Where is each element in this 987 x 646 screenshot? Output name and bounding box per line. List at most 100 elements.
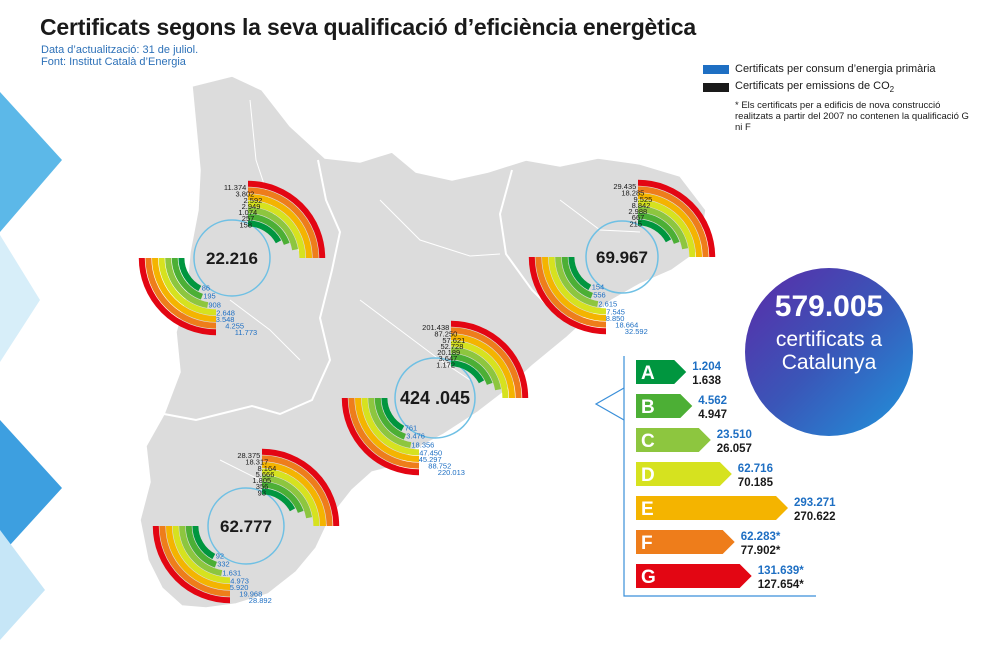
source: Font: Institut Català d’Energia bbox=[41, 56, 186, 68]
co2-label-G: 28.375 bbox=[237, 451, 260, 460]
co2-label-E: 57.621 bbox=[442, 336, 465, 345]
co2-label-F: 18.317 bbox=[245, 458, 268, 467]
legend-item-primary: Certificats per consum d’energia primàri… bbox=[703, 60, 978, 78]
grade-bars: A 1.204 1.638 B 4.562 4.947 C 23.510 26.057 D 62.7… bbox=[594, 356, 836, 597]
co2-arc-G bbox=[247, 180, 326, 259]
primary-label-G: 11.773 bbox=[235, 328, 257, 337]
primary-arc-B bbox=[561, 256, 594, 299]
grade-bar-D bbox=[636, 462, 732, 486]
total-value: 579.005 bbox=[774, 290, 884, 323]
co2-arc-D bbox=[450, 340, 509, 399]
co2-arc-B bbox=[450, 353, 493, 386]
primary-label-F: 4.255 bbox=[225, 321, 244, 330]
primary-label-B: 3.476 bbox=[406, 432, 425, 441]
co2-label-D: 8.842 bbox=[632, 201, 651, 210]
primary-arc-A bbox=[178, 257, 202, 292]
province-chart-1: 22.216 158 86 257 195 1.074 908 2.949 2.648 2.592… bbox=[138, 180, 326, 337]
co2-label-E: 8.164 bbox=[258, 464, 277, 473]
primary-arc-G bbox=[528, 256, 607, 335]
primary-label-C: 1.631 bbox=[222, 568, 241, 577]
grade-letter-G: G bbox=[641, 567, 656, 588]
province-total: 424 .045 bbox=[400, 388, 470, 408]
co2-arc-A bbox=[637, 219, 672, 243]
legend-label-co2-sub: 2 bbox=[889, 85, 895, 95]
grade-bar-B bbox=[636, 394, 693, 418]
primary-label-A: 86 bbox=[202, 283, 210, 292]
co2-label-D: 52.728 bbox=[440, 342, 463, 351]
co2-label-B: 3.647 bbox=[439, 354, 458, 363]
deco-triangle-3 bbox=[0, 420, 62, 556]
primary-label-B: 195 bbox=[203, 292, 216, 301]
update-date: Data d’actualització: 31 de juliol. bbox=[41, 44, 199, 56]
grade-value-co2-E: 270.622 bbox=[794, 511, 836, 523]
province-ring bbox=[207, 487, 285, 565]
deco-triangle-1 bbox=[0, 92, 62, 232]
grade-bar-F bbox=[636, 530, 735, 554]
primary-label-D: 7.545 bbox=[606, 307, 625, 316]
grade-bar-C bbox=[636, 428, 711, 452]
co2-label-C: 1.805 bbox=[252, 476, 271, 485]
province-total: 22.216 bbox=[206, 249, 258, 268]
co2-arc-C bbox=[247, 207, 299, 251]
primary-label-C: 908 bbox=[208, 300, 221, 309]
province-chart-3: 424 .045 1.172 761 3.647 3.476 20.189 18.356 52… bbox=[341, 320, 529, 477]
grade-letter-E: E bbox=[641, 499, 654, 520]
primary-arc-E bbox=[152, 257, 217, 322]
primary-arc-B bbox=[171, 257, 204, 300]
co2-label-F: 18.285 bbox=[621, 189, 644, 198]
primary-arc-E bbox=[355, 397, 420, 462]
co2-label-A: 93 bbox=[258, 488, 266, 497]
province-chart-2: 69.967 215 154 667 556 2.988 2.615 8.842 7.545 9.… bbox=[528, 179, 716, 336]
co2-label-A: 158 bbox=[239, 220, 252, 229]
primary-arc-G bbox=[138, 257, 217, 336]
legend-label-co2: Certificats per emissions de CO2 bbox=[735, 80, 894, 94]
primary-label-E: 8.850 bbox=[606, 314, 625, 323]
primary-arc-G bbox=[152, 525, 231, 604]
primary-arc-C bbox=[555, 256, 599, 308]
grade-value-primary-C: 23.510 bbox=[717, 429, 752, 441]
grade-value-primary-E: 293.271 bbox=[794, 497, 836, 509]
primary-arc-F bbox=[159, 525, 231, 597]
grade-value-co2-D: 70.185 bbox=[738, 477, 774, 489]
grade-value-primary-F: 62.283* bbox=[741, 531, 781, 543]
primary-label-C: 18.356 bbox=[411, 440, 434, 449]
primary-label-C: 2.615 bbox=[598, 299, 617, 308]
map-province-border-1 bbox=[163, 159, 342, 422]
primary-label-E: 5.920 bbox=[230, 583, 249, 592]
co2-label-F: 87.250 bbox=[434, 330, 457, 339]
province-chart-4: 62.777 93 92 356 332 1.805 1.631 5.666 4.973 8.16… bbox=[152, 448, 340, 605]
co2-label-C: 20.189 bbox=[437, 348, 460, 357]
co2-arc-F bbox=[261, 455, 333, 527]
primary-arc-F bbox=[348, 397, 420, 469]
page-title: Certificats segons la seva qualificació … bbox=[40, 14, 696, 40]
grade-value-co2-G: 127.654* bbox=[758, 579, 805, 591]
primary-arc-E bbox=[542, 256, 607, 321]
co2-label-G: 201.438 bbox=[422, 323, 449, 332]
co2-label-E: 9.525 bbox=[634, 195, 653, 204]
co2-label-D: 5.666 bbox=[256, 470, 275, 479]
co2-arc-C bbox=[637, 206, 689, 250]
grade-letter-C: C bbox=[641, 431, 655, 452]
co2-arc-B bbox=[261, 481, 304, 514]
primary-label-B: 556 bbox=[593, 291, 606, 300]
grade-letter-F: F bbox=[641, 533, 653, 554]
primary-arc-A bbox=[192, 525, 216, 560]
co2-arc-D bbox=[261, 468, 320, 527]
co2-arc-F bbox=[450, 327, 522, 399]
co2-arc-B bbox=[637, 212, 680, 245]
grade-bar-A bbox=[636, 360, 687, 384]
co2-arc-A bbox=[450, 360, 485, 384]
primary-arc-C bbox=[165, 257, 209, 309]
primary-arc-B bbox=[185, 525, 218, 568]
co2-label-B: 257 bbox=[242, 214, 255, 223]
subtitle: Data d’actualització: 31 de juliol. Font… bbox=[41, 44, 198, 68]
legend-label-co2-text: Certificats per emissions de CO bbox=[735, 79, 890, 92]
co2-arc-G bbox=[261, 448, 340, 527]
co2-arc-E bbox=[261, 462, 326, 527]
co2-label-A: 1.172 bbox=[436, 360, 455, 369]
primary-label-A: 761 bbox=[405, 423, 418, 432]
co2-label-A: 215 bbox=[629, 219, 642, 228]
legend-label-primary: Certificats per consum d’energia primàri… bbox=[735, 63, 936, 75]
legend-swatch-primary bbox=[703, 64, 729, 74]
